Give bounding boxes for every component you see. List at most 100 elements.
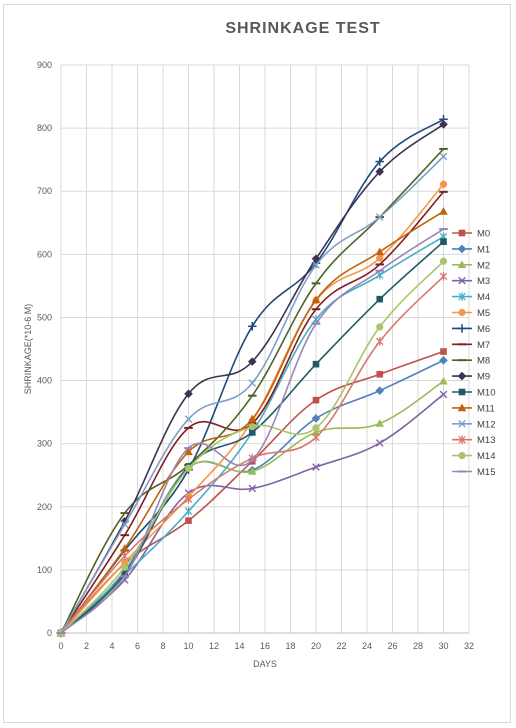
data-point: [311, 414, 321, 423]
data-point: [457, 260, 467, 269]
data-point: [375, 439, 384, 447]
data-point: [457, 324, 467, 333]
legend-item: M1: [452, 244, 490, 255]
x-tick-label: 4: [109, 641, 114, 651]
y-tick-label: 400: [37, 376, 52, 386]
data-point: [376, 295, 384, 303]
data-point: [458, 420, 466, 428]
data-point: [184, 415, 193, 423]
data-point-stroke: [458, 276, 466, 285]
data-point-stroke: [312, 463, 320, 471]
data-point: [375, 167, 385, 176]
data-point: [439, 272, 448, 281]
legend-item: M8: [452, 356, 490, 367]
data-point: [439, 180, 448, 188]
y-tick-label: 600: [37, 249, 52, 259]
legend-label: M7: [477, 340, 490, 351]
legend-label: M6: [477, 324, 490, 335]
x-tick-label: 22: [336, 641, 346, 651]
series-m0: [57, 348, 447, 637]
y-tick-label: 700: [37, 186, 52, 196]
series-line: [60, 350, 444, 634]
x-axis-title: DAYS: [253, 659, 277, 669]
x-tick-label: 10: [183, 641, 193, 651]
gridlines: [60, 64, 470, 634]
y-tick-label: 800: [37, 123, 52, 133]
series-m14: [57, 257, 448, 637]
x-tick-label: 2: [84, 641, 89, 651]
data-point: [248, 379, 257, 387]
legend-label: M1: [477, 244, 490, 255]
data-point: [312, 433, 320, 442]
legend: M0 M1 M2 M3 M4 M5 M6 M7 M8 M9 M10 M11 M12 M13 M14 M15: [452, 229, 495, 478]
data-point: [184, 506, 193, 516]
data-point: [312, 360, 320, 368]
data-point: [247, 357, 257, 366]
y-tick-label: 200: [37, 502, 52, 512]
data-point: [247, 321, 257, 331]
data-point: [439, 207, 448, 215]
data-point: [248, 423, 256, 431]
x-tick-label: 8: [160, 641, 165, 651]
legend-label: M4: [477, 292, 490, 303]
legend-item: M12: [452, 419, 495, 430]
legend-item: M5: [452, 308, 490, 319]
x-tick-label: 28: [413, 641, 423, 651]
data-point-stroke: [248, 379, 257, 387]
y-tick-label: 0: [47, 628, 52, 638]
legend-label: M9: [477, 372, 490, 383]
y-tick-label: 900: [37, 60, 52, 70]
data-point: [184, 464, 193, 472]
data-point: [375, 419, 385, 427]
series-m9: [56, 120, 448, 638]
series-m5: [57, 180, 448, 637]
legend-label: M5: [477, 308, 490, 319]
legend-item: M4: [452, 292, 490, 303]
data-point: [248, 484, 257, 493]
x-tick-label: 6: [135, 641, 140, 651]
data-point: [458, 435, 466, 444]
data-point: [458, 452, 466, 460]
data-point-stroke: [248, 484, 257, 493]
data-point: [121, 570, 129, 577]
x-tick-label: 16: [260, 641, 270, 651]
data-point: [376, 370, 384, 378]
data-point: [120, 551, 129, 561]
data-point: [439, 390, 448, 399]
data-point: [457, 244, 467, 254]
data-point: [312, 396, 320, 404]
legend-item: M10: [452, 388, 495, 399]
data-point: [375, 386, 385, 395]
legend-item: M13: [452, 435, 495, 446]
legend-label: M8: [477, 356, 490, 367]
data-point: [375, 337, 384, 346]
data-point: [439, 257, 448, 265]
data-point: [247, 467, 257, 475]
data-point-stroke: [439, 152, 448, 161]
series-m15: [56, 228, 448, 634]
y-tick-label: 500: [37, 312, 52, 322]
data-point: [457, 371, 467, 381]
x-tick-label: 26: [387, 641, 397, 651]
series-m13: [57, 272, 448, 638]
legend-item: M3: [452, 276, 490, 287]
data-point-stroke: [458, 420, 466, 428]
legend-item: M9: [452, 372, 490, 383]
data-point: [121, 563, 129, 571]
data-point-stroke: [439, 390, 448, 399]
data-point: [120, 516, 130, 526]
legend-item: M0: [452, 229, 490, 240]
data-point: [458, 276, 466, 285]
x-tick-label: 30: [438, 641, 448, 651]
data-point: [457, 403, 467, 412]
x-tick-label: 0: [58, 641, 63, 651]
series-m6: [56, 114, 448, 638]
data-point: [312, 261, 320, 269]
y-tick-label: 100: [37, 565, 52, 575]
legend-label: M13: [477, 435, 495, 446]
data-point: [247, 414, 257, 423]
data-point-stroke: [120, 520, 129, 529]
data-point-stroke: [312, 261, 320, 269]
data-point: [376, 323, 384, 331]
data-point: [375, 157, 385, 166]
